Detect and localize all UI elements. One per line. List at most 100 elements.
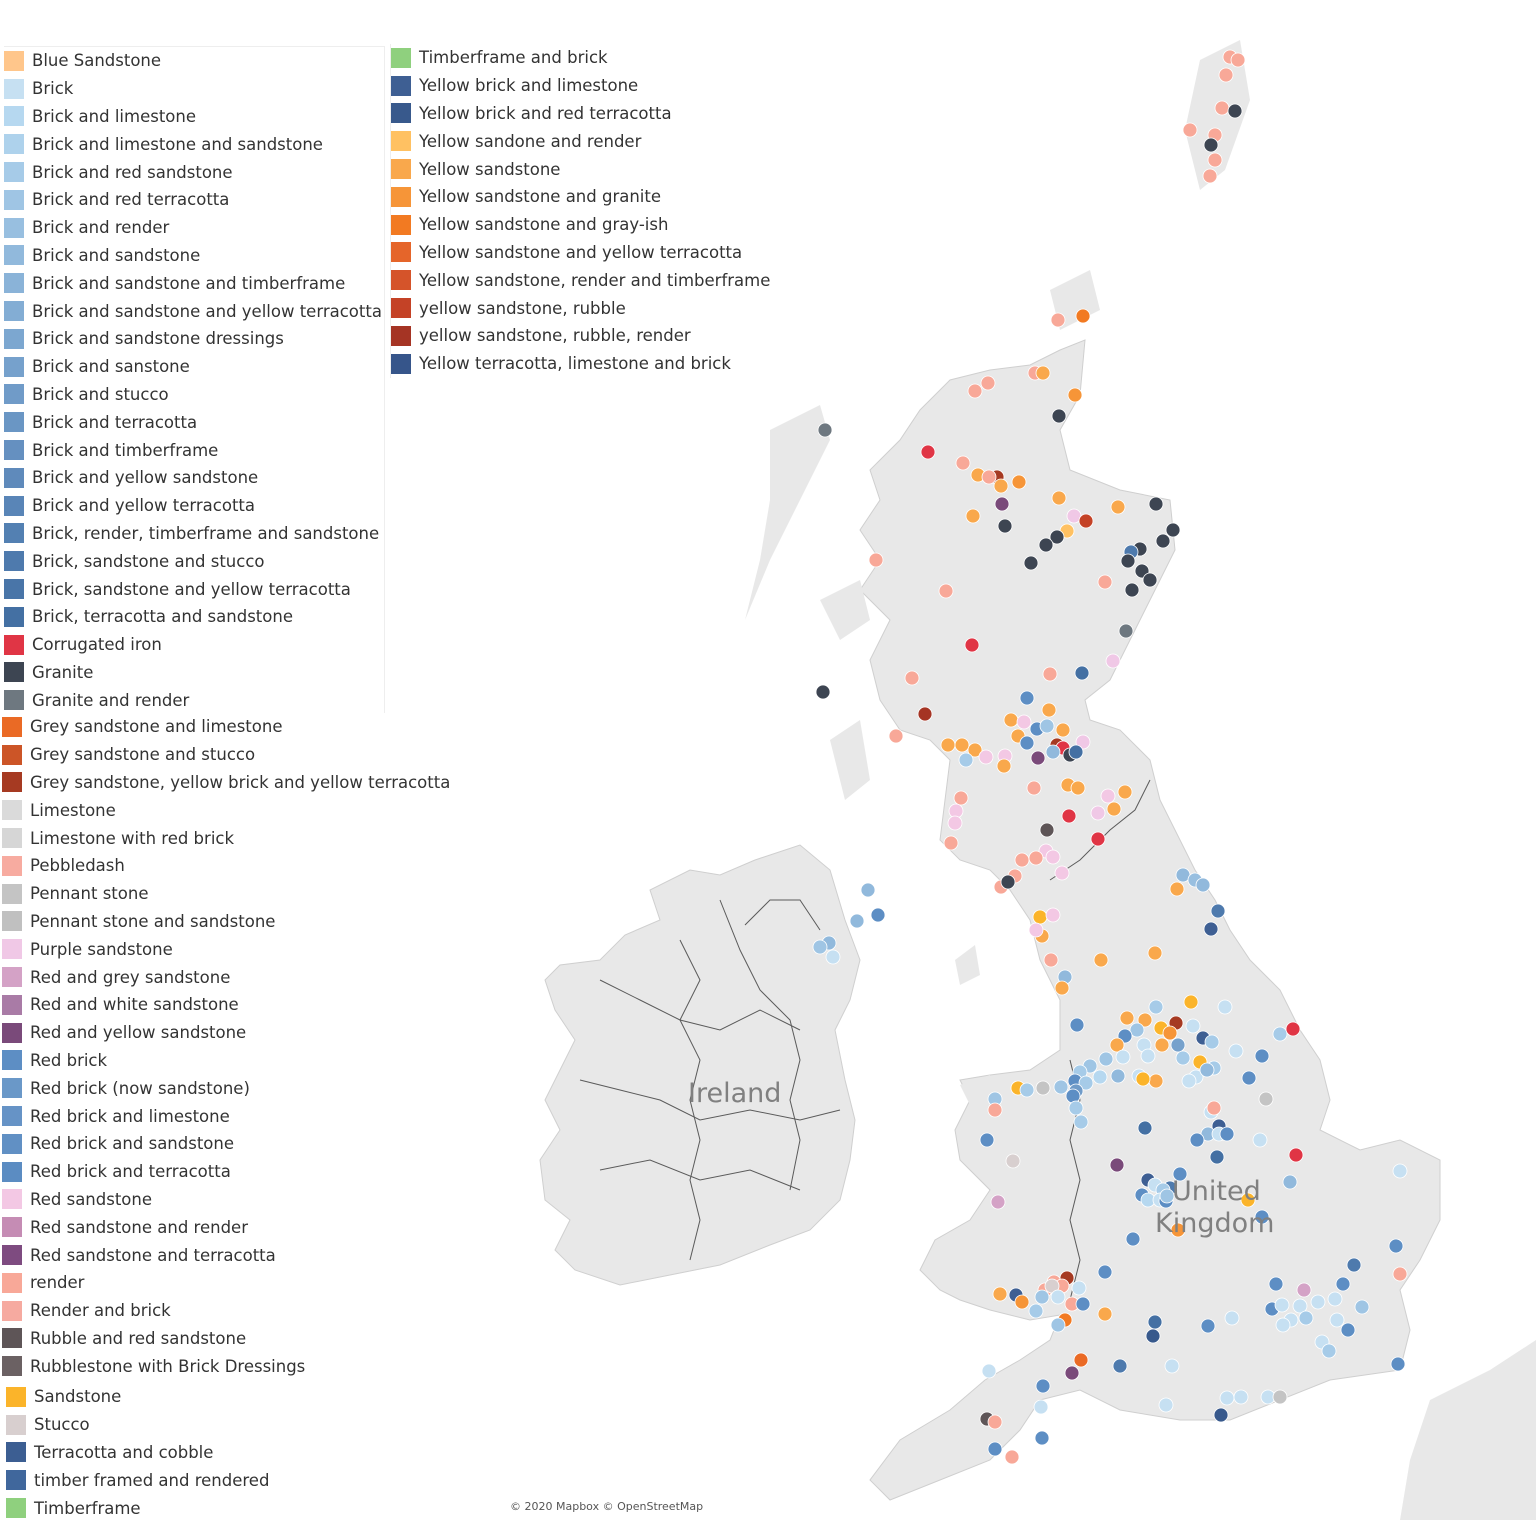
legend-item[interactable]: render	[2, 1269, 450, 1297]
map-marker[interactable]	[1209, 1149, 1225, 1165]
map-marker[interactable]	[1055, 722, 1071, 738]
map-marker[interactable]	[1230, 52, 1246, 68]
map-marker[interactable]	[1218, 67, 1234, 83]
legend-item[interactable]: Limestone	[2, 796, 450, 824]
map-marker[interactable]	[967, 742, 983, 758]
map-marker[interactable]	[1292, 1298, 1308, 1314]
map-marker[interactable]	[1258, 1091, 1274, 1107]
map-marker[interactable]	[1272, 1026, 1288, 1042]
map-marker[interactable]	[1182, 122, 1198, 138]
map-marker[interactable]	[1118, 623, 1134, 639]
map-marker[interactable]	[1241, 1070, 1257, 1086]
map-marker[interactable]	[1120, 553, 1136, 569]
legend-item[interactable]: Brick	[4, 75, 384, 103]
map-marker[interactable]	[1119, 1010, 1135, 1026]
map-marker[interactable]	[1032, 909, 1048, 925]
map-marker[interactable]	[1207, 152, 1223, 168]
legend-item[interactable]: yellow sandstone, rubble	[391, 294, 770, 322]
map-marker[interactable]	[920, 444, 936, 460]
map-marker[interactable]	[954, 737, 970, 753]
legend-item[interactable]: Rubble and red sandstone	[2, 1325, 450, 1353]
map-marker[interactable]	[1203, 921, 1219, 937]
map-marker[interactable]	[1019, 1082, 1035, 1098]
map-marker[interactable]	[1038, 537, 1054, 553]
legend-item[interactable]: Yellow sandstone	[391, 155, 770, 183]
legend-item[interactable]: Pennant stone	[2, 880, 450, 908]
map-marker[interactable]	[1170, 1037, 1186, 1053]
legend-item[interactable]: Yellow brick and limestone	[391, 72, 770, 100]
map-marker[interactable]	[1137, 1120, 1153, 1136]
map-marker[interactable]	[940, 737, 956, 753]
map-marker[interactable]	[1172, 1166, 1188, 1182]
map-marker[interactable]	[1285, 1021, 1301, 1037]
map-marker[interactable]	[1162, 1025, 1178, 1041]
legend-item[interactable]: Yellow terracotta, limestone and brick	[391, 350, 770, 378]
map-marker[interactable]	[1097, 574, 1113, 590]
map-marker[interactable]	[992, 1286, 1008, 1302]
map-marker[interactable]	[1039, 718, 1055, 734]
map-marker[interactable]	[1045, 744, 1061, 760]
map-marker[interactable]	[1035, 365, 1051, 381]
map-marker[interactable]	[1016, 714, 1032, 730]
map-marker[interactable]	[1092, 1069, 1108, 1085]
legend-item[interactable]: Brick and sandstone and timberframe	[4, 269, 384, 297]
legend-item[interactable]: Brick and stucco	[4, 381, 384, 409]
map-marker[interactable]	[1219, 1390, 1235, 1406]
legend-item[interactable]: Red sandstone and render	[2, 1213, 450, 1241]
map-marker[interactable]	[1109, 1157, 1125, 1173]
map-marker[interactable]	[1148, 496, 1164, 512]
map-marker[interactable]	[815, 684, 831, 700]
map-marker[interactable]	[1110, 499, 1126, 515]
map-marker[interactable]	[1310, 1294, 1326, 1310]
map-marker[interactable]	[1050, 1289, 1066, 1305]
map-marker[interactable]	[990, 1194, 1006, 1210]
map-marker[interactable]	[1390, 1356, 1406, 1372]
legend-item[interactable]: Red sandstone and terracotta	[2, 1241, 450, 1269]
map-marker[interactable]	[1050, 312, 1066, 328]
map-marker[interactable]	[1097, 1264, 1113, 1280]
map-marker[interactable]	[1034, 1289, 1050, 1305]
map-marker[interactable]	[1093, 952, 1109, 968]
map-marker[interactable]	[965, 508, 981, 524]
map-marker[interactable]	[1272, 1389, 1288, 1405]
map-marker[interactable]	[1035, 1080, 1051, 1096]
legend-item[interactable]: Red brick and limestone	[2, 1102, 450, 1130]
legend-item[interactable]: Pebbledash	[2, 852, 450, 880]
map-marker[interactable]	[1228, 1043, 1244, 1059]
map-marker[interactable]	[1137, 1012, 1153, 1028]
map-marker[interactable]	[1014, 1294, 1030, 1310]
map-marker[interactable]	[825, 949, 841, 965]
map-marker[interactable]	[1028, 850, 1044, 866]
legend-item[interactable]: Red brick	[2, 1047, 450, 1075]
map-marker[interactable]	[1217, 999, 1233, 1015]
map-marker[interactable]	[1252, 1132, 1268, 1148]
map-marker[interactable]	[964, 637, 980, 653]
map-marker[interactable]	[979, 1132, 995, 1148]
map-marker[interactable]	[1042, 666, 1058, 682]
map-marker[interactable]	[955, 455, 971, 471]
map-marker[interactable]	[1034, 1430, 1050, 1446]
legend-item[interactable]: Yellow sandstone and gray-ish	[391, 211, 770, 239]
map-marker[interactable]	[1199, 1062, 1215, 1078]
map-marker[interactable]	[987, 1414, 1003, 1430]
map-marker[interactable]	[947, 815, 963, 831]
map-marker[interactable]	[1019, 690, 1035, 706]
map-marker[interactable]	[987, 1441, 1003, 1457]
map-marker[interactable]	[1053, 1079, 1069, 1095]
legend-item[interactable]: Yellow sandstone, render and timberframe	[391, 266, 770, 294]
map-marker[interactable]	[1213, 1407, 1229, 1423]
map-marker[interactable]	[1135, 1071, 1151, 1087]
map-marker[interactable]	[1268, 1276, 1284, 1292]
map-marker[interactable]	[1109, 1037, 1125, 1053]
map-marker[interactable]	[978, 749, 994, 765]
map-marker[interactable]	[1054, 865, 1070, 881]
map-marker[interactable]	[1078, 1075, 1094, 1091]
map-marker[interactable]	[1073, 1114, 1089, 1130]
map-marker[interactable]	[1327, 1291, 1343, 1307]
map-marker[interactable]	[1275, 1317, 1291, 1333]
map-marker[interactable]	[1004, 1449, 1020, 1465]
map-marker[interactable]	[1090, 805, 1106, 821]
legend-item[interactable]: Brick, terracotta and sandstone	[4, 603, 384, 631]
legend-item[interactable]: Brick and terracotta	[4, 408, 384, 436]
